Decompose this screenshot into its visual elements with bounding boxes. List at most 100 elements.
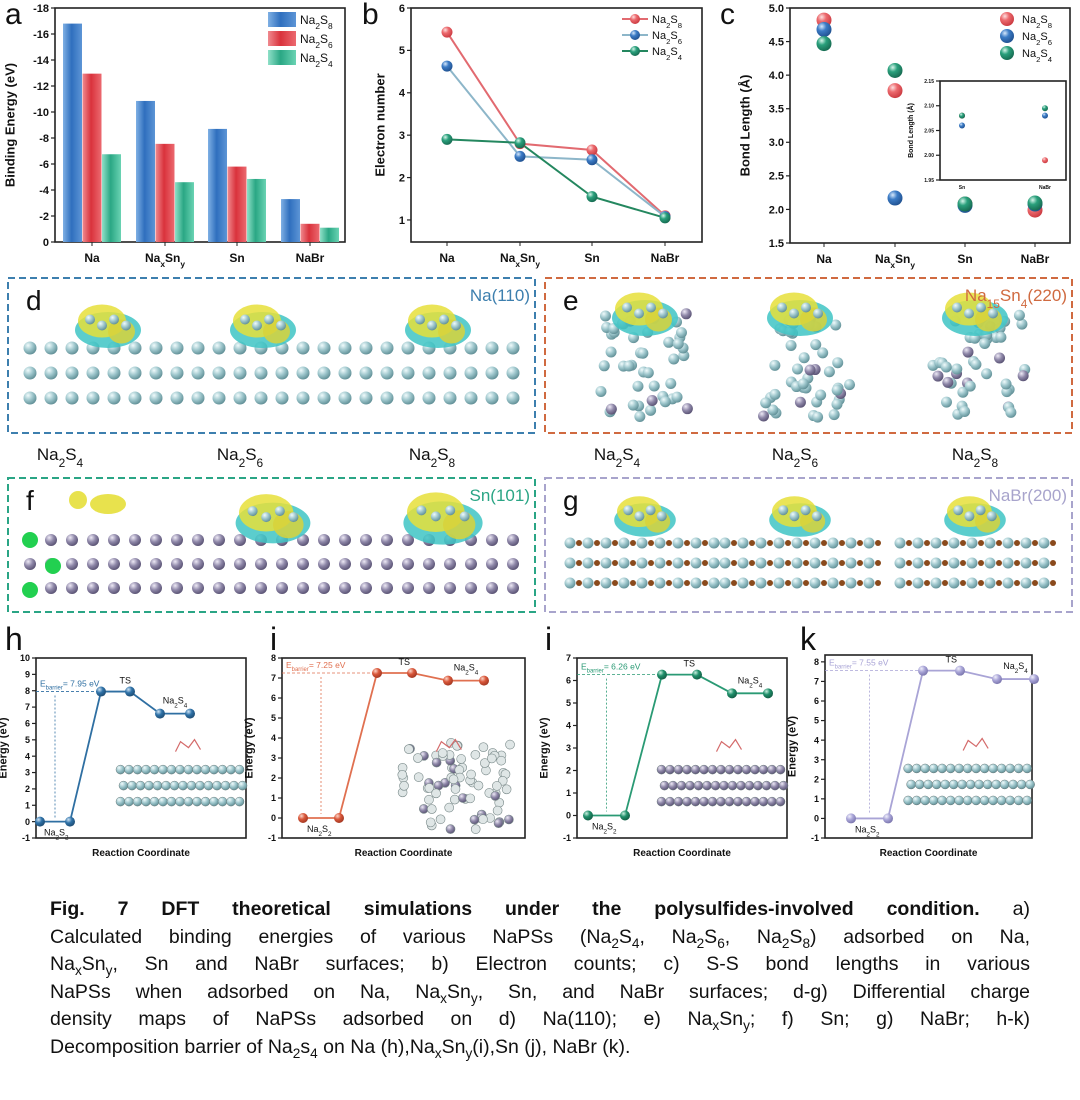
surface-atom xyxy=(831,384,843,396)
surface-atom xyxy=(1000,378,1012,390)
atom xyxy=(931,779,942,790)
br-atom xyxy=(821,580,827,586)
text-run: Na xyxy=(500,251,516,265)
br-atom xyxy=(839,580,845,586)
text-run: Na xyxy=(652,14,667,26)
na-atom xyxy=(275,391,289,405)
na-atom xyxy=(191,391,205,405)
bar-Na2S8-1 xyxy=(136,100,155,242)
atom xyxy=(906,779,916,790)
surface-atom xyxy=(957,386,969,398)
na-atom xyxy=(755,557,767,569)
y-axis-label: Energy (eV) xyxy=(539,717,551,778)
energy-point-5 xyxy=(185,708,195,719)
energy-point-3 xyxy=(407,668,417,678)
atom xyxy=(435,814,446,825)
na-atom xyxy=(422,366,436,380)
sn-atom xyxy=(402,582,414,594)
y-axis-label: Energy (eV) xyxy=(0,717,10,778)
text-run: 3 xyxy=(566,743,571,753)
sn-atom xyxy=(507,534,519,546)
atom xyxy=(775,796,786,807)
text-run: 8 xyxy=(25,686,30,696)
sn-atom xyxy=(444,582,456,594)
surface-atom xyxy=(830,319,842,331)
subscript: 4 xyxy=(1021,297,1028,311)
legend-label: Na2S8 xyxy=(1022,14,1052,30)
panel-label-d: d xyxy=(26,285,42,316)
surface-atom xyxy=(798,352,810,364)
point-Na2S6-0 xyxy=(441,60,453,72)
subscript: 4 xyxy=(634,456,641,470)
text-run: 2.15 xyxy=(924,79,934,85)
atom xyxy=(161,780,171,791)
br-atom xyxy=(684,560,690,566)
text-run: S xyxy=(469,663,475,673)
br-atom xyxy=(1014,560,1020,566)
sn-atom xyxy=(192,534,204,546)
surface-atom xyxy=(932,370,944,382)
series-line-Na2S6 xyxy=(446,65,666,218)
text-run: Na xyxy=(145,251,161,265)
na-atom xyxy=(582,537,594,549)
atom xyxy=(948,779,959,790)
sn-atom xyxy=(402,534,414,546)
text-run: Na xyxy=(439,251,455,265)
na-atom xyxy=(600,577,612,589)
text-run: S xyxy=(65,445,76,464)
subscript: 2 xyxy=(1036,21,1040,30)
plot-frame xyxy=(54,7,346,243)
adsorbed-atom xyxy=(121,320,131,331)
br-atom xyxy=(875,540,881,546)
text-run: E xyxy=(581,662,587,672)
na-atom xyxy=(338,391,352,405)
sn-atom xyxy=(381,582,393,594)
na-atom xyxy=(401,366,415,380)
text-run: = 7.55 eV xyxy=(852,658,889,668)
subscript: x xyxy=(515,259,520,269)
adsorbed-atom xyxy=(622,302,632,313)
atom xyxy=(456,754,467,764)
caption-line: Calculated binding energies of various N… xyxy=(50,924,1030,952)
br-atom xyxy=(702,580,708,586)
text-run: -14 xyxy=(33,55,50,67)
text-run: e xyxy=(563,285,579,316)
atom xyxy=(469,814,480,825)
br-atom xyxy=(1014,540,1020,546)
text-run: 2 xyxy=(271,773,276,783)
br-atom xyxy=(978,540,984,546)
br-atom xyxy=(612,580,618,586)
na-atom xyxy=(23,366,37,380)
surface-atom xyxy=(680,308,692,320)
text-run: 1 xyxy=(271,793,276,803)
na-atom xyxy=(1038,537,1050,549)
sn-atom xyxy=(465,558,477,570)
atom xyxy=(979,763,990,774)
sn-atom xyxy=(318,534,330,546)
energy-profile-line xyxy=(303,672,484,819)
text-run: S xyxy=(178,696,184,706)
na-atom xyxy=(564,557,576,569)
na-atom xyxy=(966,577,978,589)
inset-x-label: NaBr xyxy=(1039,185,1051,191)
atom xyxy=(727,780,738,791)
atom xyxy=(988,795,998,806)
atom xyxy=(923,779,933,790)
na-atom xyxy=(809,537,821,549)
text-run: 3 xyxy=(814,755,819,765)
br-atom xyxy=(875,560,881,566)
text-run: S xyxy=(437,445,448,464)
y-tick-label: 5 xyxy=(399,45,405,57)
na-atom xyxy=(149,341,163,355)
x-tick-label: Sn xyxy=(957,252,972,266)
energy-point-5 xyxy=(1029,674,1039,685)
text-run: Sn xyxy=(229,251,244,265)
x-axis-label: Reaction Coordinate xyxy=(633,848,731,859)
surface-atom xyxy=(595,385,607,397)
y-tick-label: -12 xyxy=(33,81,49,93)
text-run: 3.5 xyxy=(769,104,784,116)
br-atom xyxy=(978,580,984,586)
text-run: S xyxy=(753,675,759,685)
point-Na2S6-1 xyxy=(887,190,903,206)
polysulfide-bonds xyxy=(962,737,989,751)
